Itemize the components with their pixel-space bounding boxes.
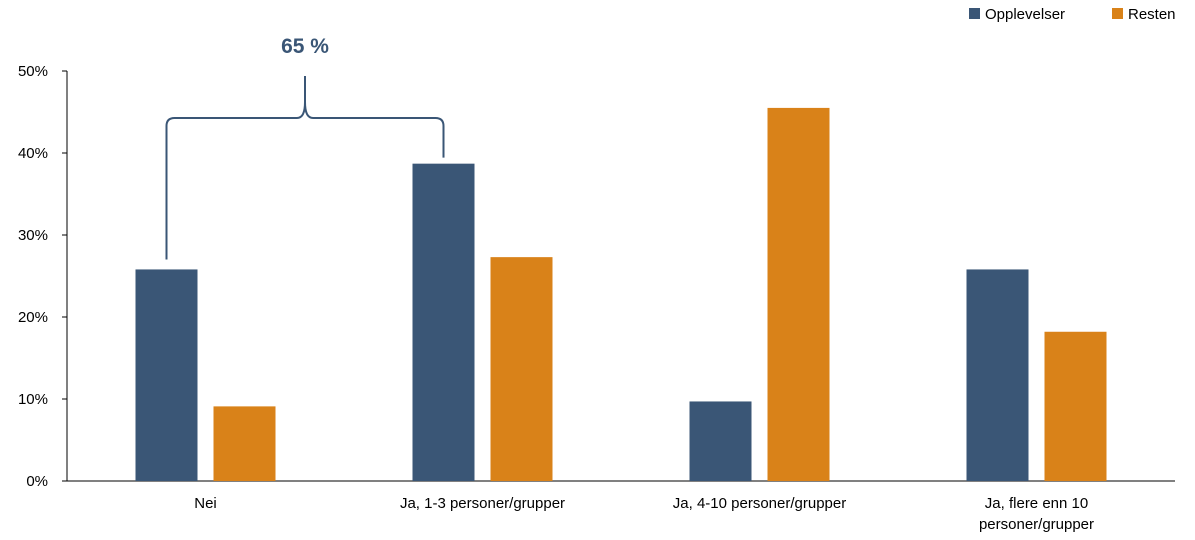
y-tick-label: 40% bbox=[18, 145, 48, 162]
x-tick-label: Ja, 4-10 personer/grupper bbox=[673, 495, 846, 512]
x-tick-label: Nei bbox=[194, 495, 217, 512]
legend-swatch-resten bbox=[1112, 8, 1123, 19]
annotation-label: 65 % bbox=[281, 35, 329, 58]
y-tick-label: 10% bbox=[18, 391, 48, 408]
bar-opplevelser bbox=[412, 163, 475, 481]
annotation: 65 % bbox=[165, 35, 445, 260]
y-tick-label: 30% bbox=[18, 227, 48, 244]
legend-swatch-opplevelser bbox=[969, 8, 980, 19]
y-tick-label: 50% bbox=[18, 63, 48, 80]
x-tick-label: Ja, flere enn 10 personer/grupper bbox=[979, 495, 1094, 533]
legend: Opplevelser Resten bbox=[969, 6, 1176, 23]
annotation-bracket bbox=[165, 76, 445, 260]
bar-resten bbox=[1044, 331, 1107, 481]
y-axis: 0% 10% 20% 30% 40% 50% bbox=[18, 63, 68, 490]
x-tick-label: Ja, 1-3 personer/grupper bbox=[400, 495, 565, 512]
bars bbox=[135, 107, 1107, 482]
legend-label-resten: Resten bbox=[1128, 6, 1176, 23]
bar-opplevelser bbox=[689, 401, 752, 481]
y-tick-label: 0% bbox=[26, 473, 48, 490]
bar-opplevelser bbox=[135, 269, 198, 481]
x-axis: Nei Ja, 1-3 personer/grupper Ja, 4-10 pers… bbox=[67, 480, 1175, 533]
bar-opplevelser bbox=[966, 269, 1029, 481]
y-tick-label: 20% bbox=[18, 309, 48, 326]
bar-resten bbox=[490, 257, 553, 481]
bar-resten bbox=[767, 107, 830, 482]
legend-label-opplevelser: Opplevelser bbox=[985, 6, 1065, 23]
bar-resten bbox=[213, 406, 276, 481]
